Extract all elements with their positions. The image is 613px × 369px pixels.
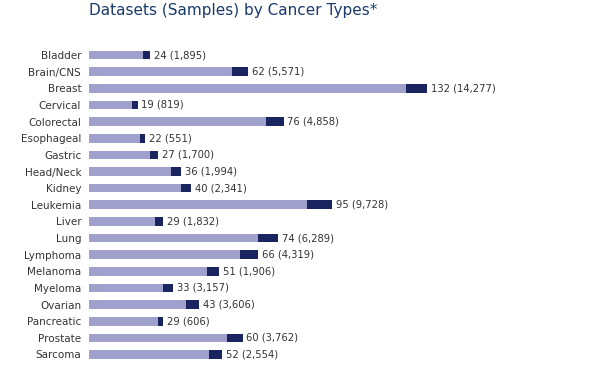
Bar [227, 334, 243, 342]
Bar [89, 334, 227, 342]
Bar [89, 200, 306, 209]
Bar [150, 151, 158, 159]
Bar [181, 184, 191, 193]
Text: 62 (5,571): 62 (5,571) [251, 67, 304, 77]
Bar [158, 317, 163, 325]
Bar [89, 134, 140, 142]
Bar [156, 217, 163, 226]
Bar [163, 284, 173, 292]
Text: 40 (2,341): 40 (2,341) [195, 183, 247, 193]
Text: 36 (1,994): 36 (1,994) [185, 166, 237, 176]
Bar [209, 350, 222, 359]
Bar [406, 84, 427, 93]
Text: 74 (6,289): 74 (6,289) [282, 233, 334, 243]
Text: 76 (4,858): 76 (4,858) [287, 117, 339, 127]
Text: 24 (1,895): 24 (1,895) [154, 50, 206, 60]
Text: 60 (3,762): 60 (3,762) [246, 333, 299, 343]
Bar [240, 251, 258, 259]
Bar [207, 267, 219, 276]
Text: Datasets (Samples) by Cancer Types*: Datasets (Samples) by Cancer Types* [89, 3, 377, 18]
Bar [306, 200, 332, 209]
Bar [89, 167, 171, 176]
Bar [89, 317, 158, 325]
Bar [265, 117, 284, 126]
Bar [89, 300, 186, 309]
Text: 27 (1,700): 27 (1,700) [162, 150, 214, 160]
Text: 95 (9,728): 95 (9,728) [336, 200, 388, 210]
Text: 52 (2,554): 52 (2,554) [226, 349, 278, 359]
Bar [89, 267, 207, 276]
Text: 66 (4,319): 66 (4,319) [262, 250, 314, 260]
Text: 29 (606): 29 (606) [167, 316, 210, 326]
Text: 19 (819): 19 (819) [142, 100, 184, 110]
Bar [89, 217, 156, 226]
Bar [89, 51, 143, 59]
Text: 43 (3,606): 43 (3,606) [203, 300, 254, 310]
Text: 51 (1,906): 51 (1,906) [223, 266, 275, 276]
Bar [171, 167, 181, 176]
Bar [89, 184, 181, 193]
Bar [89, 117, 265, 126]
Text: 132 (14,277): 132 (14,277) [431, 83, 495, 93]
Bar [132, 101, 137, 109]
Bar [89, 284, 163, 292]
Bar [89, 84, 406, 93]
Bar [89, 151, 150, 159]
Bar [89, 350, 209, 359]
Bar [232, 68, 248, 76]
Bar [186, 300, 199, 309]
Text: 22 (551): 22 (551) [149, 133, 192, 143]
Text: 29 (1,832): 29 (1,832) [167, 217, 219, 227]
Bar [89, 101, 132, 109]
Bar [143, 51, 150, 59]
Text: 33 (3,157): 33 (3,157) [177, 283, 229, 293]
Bar [140, 134, 145, 142]
Bar [258, 234, 278, 242]
Bar [89, 68, 232, 76]
Bar [89, 251, 240, 259]
Bar [89, 234, 258, 242]
